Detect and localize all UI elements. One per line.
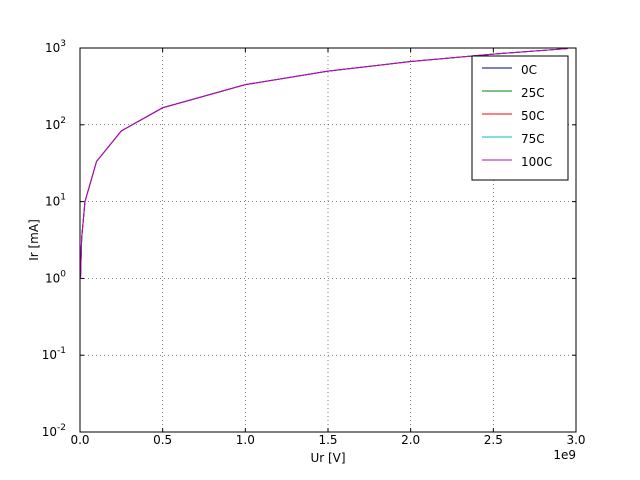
y-tick-label: 102 [45,116,66,132]
tick-base: 10 [45,41,60,55]
tick-base: 10 [42,348,57,362]
tick-exponent: 1 [60,193,66,203]
x-tick-label: 1.5 [318,433,337,447]
y-tick-label: 10-2 [42,423,66,439]
y-tick-label: 100 [45,269,66,285]
tick-exponent: -2 [57,423,66,433]
y-tick-label: 10-1 [42,346,66,362]
x-tick-label: 0.5 [153,433,172,447]
legend-label: 25C [521,86,545,100]
x-tick-label: 3.0 [566,433,585,447]
x-tick-label: 0.0 [70,433,89,447]
x-axis-label: Ur [V] [310,451,345,465]
tick-base: 10 [42,425,57,439]
legend-box [471,55,569,181]
legend-label: 50C [521,109,545,123]
tick-exponent: 2 [60,116,66,126]
tick-exponent: 3 [60,39,66,49]
legend-label: 75C [521,132,545,146]
legend-label: 100C [521,155,552,169]
x-tick-label: 2.0 [401,433,420,447]
tick-exponent: -1 [57,346,66,356]
y-tick-label: 101 [45,193,66,209]
plot-frame [79,47,577,433]
tick-exponent: 0 [60,269,66,279]
y-axis-label: Ir [mA] [27,219,41,261]
y-tick-label: 103 [45,39,66,55]
legend-label: 0C [521,63,537,77]
x-tick-label: 2.5 [484,433,503,447]
tick-base: 10 [45,118,60,132]
x-tick-label: 1.0 [236,433,255,447]
tick-base: 10 [45,195,60,209]
x-offset-label: 1e9 [553,448,576,462]
tick-base: 10 [45,271,60,285]
series-line [79,48,568,279]
